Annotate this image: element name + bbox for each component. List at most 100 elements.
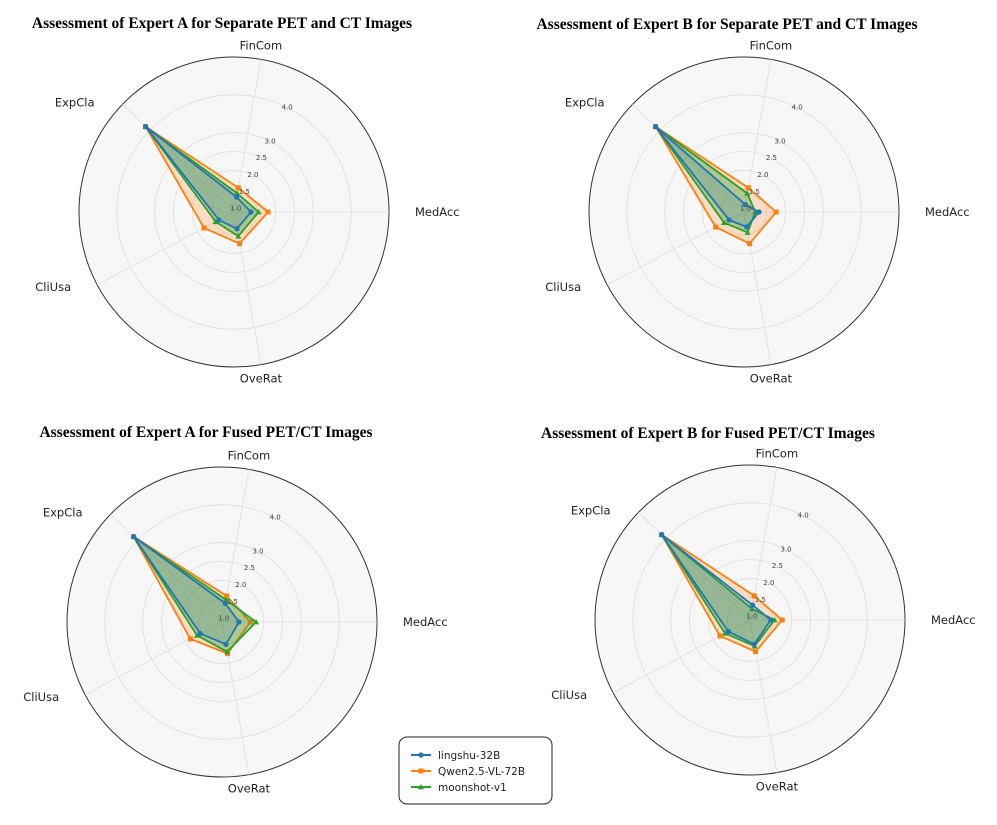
axis-spoke (110, 514, 223, 623)
point-lingshu-32b-fincom (742, 201, 748, 208)
legend-label: lingshu-32B (438, 750, 500, 762)
point-qwen2-5-vl-72b-overat (237, 241, 243, 247)
point-lingshu-32b-fincom (750, 602, 756, 608)
axis-spoke (96, 211, 235, 286)
axis-label-medacc: MedAcc (925, 205, 970, 219)
point-qwen2-5-vl-72b-overat (747, 241, 753, 247)
point-qwen2-5-vl-72b-cliusa (201, 225, 207, 231)
tick-label: 1.0 (218, 615, 229, 623)
tick-label: 2.5 (772, 562, 783, 570)
point-qwen2-5-vl-72b-medacc (265, 209, 271, 215)
radar-chart-3: 1.0 1.5 2.0 2.5 3.0 4.0 FinCom MedAcc OveRat CliU… (551, 446, 975, 793)
point-lingshu-32b-fincom (234, 194, 240, 200)
point-moonshot-v1-fincom (222, 596, 229, 603)
chart-title-3: Assessment of Expert B for Fused PET/CT … (541, 425, 875, 442)
axis-label-fincom: FinCom (750, 38, 793, 52)
axis-spoke (221, 621, 250, 775)
tick-label: 1.5 (227, 598, 238, 606)
tick-label: 2.5 (256, 154, 267, 162)
axis-label-overat: OveRat (240, 372, 283, 386)
series-lingshu-32b (654, 125, 761, 228)
legend-entry-lingshu-32b: lingshu-32B (411, 750, 500, 762)
point-moonshot-v1-cliusa (721, 630, 728, 636)
tick-label: 1.5 (749, 188, 760, 196)
point-lingshu-32b-medacc (236, 619, 242, 625)
axis-label-cliusa: CliUsa (35, 280, 71, 294)
tick-label: 2.0 (763, 579, 774, 587)
point-lingshu-32b-overat (234, 226, 240, 232)
tick-label: 3.0 (264, 137, 275, 145)
tick-label: 1.0 (746, 613, 757, 621)
axis-label-overat: OveRat (228, 782, 271, 796)
point-lingshu-32b-medacc (768, 617, 774, 623)
point-moonshot-v1-cliusa (720, 219, 727, 226)
point-lingshu-32b-medacc (756, 209, 762, 215)
axis-label-medacc: MedAcc (415, 205, 460, 219)
axis-label-cliusa: CliUsa (551, 688, 587, 702)
point-qwen2-5-vl-72b-fincom (751, 593, 757, 599)
axis-label-fincom: FinCom (756, 446, 799, 460)
point-moonshot-v1-fincom (744, 190, 751, 196)
point-lingshu-32b-cliusa (216, 217, 222, 223)
legend-box (398, 736, 553, 805)
point-moonshot-v1-fincom (748, 605, 755, 612)
chart-title-2: Assessment of Expert A for Fused PET/CT … (39, 424, 372, 441)
series-qwen2-5-vl-72b (660, 533, 784, 653)
axis-label-expcla: ExpCla (43, 505, 83, 519)
legend-label: moonshot-v1 (438, 782, 507, 794)
axis-label-fincom: FinCom (228, 448, 271, 462)
tick-label: 1.5 (755, 596, 766, 604)
legend-entry-qwen2-5-vl-72b: Qwen2.5-VL-72B (411, 766, 525, 778)
point-moonshot-v1-overat (744, 229, 751, 235)
tick-label: 2.0 (235, 581, 246, 589)
tick-label: 4.0 (282, 104, 293, 112)
point-moonshot-v1-cliusa (193, 632, 200, 638)
point-lingshu-32b-expcla (143, 124, 149, 130)
point-qwen2-5-vl-72b-fincom (745, 185, 751, 191)
point-lingshu-32b-medacc (248, 209, 254, 215)
tick-label: 2.0 (757, 171, 768, 179)
tick-label: 2.0 (247, 171, 258, 179)
axis-spoke (122, 104, 235, 213)
point-lingshu-32b-expcla (653, 124, 659, 130)
legend-marker (418, 768, 424, 774)
point-lingshu-32b-overat (751, 641, 757, 647)
axis-label-expcla: ExpCla (571, 503, 611, 517)
point-lingshu-32b-overat (223, 641, 229, 647)
tick-label: 2.5 (244, 564, 255, 572)
legend-marker (418, 784, 424, 790)
series-lingshu-32b (660, 533, 772, 646)
tick-label: 4.0 (792, 104, 803, 112)
axis-spoke (638, 512, 751, 621)
point-qwen2-5-vl-72b-fincom (224, 593, 230, 599)
axis-label-cliusa: CliUsa (545, 280, 581, 294)
point-qwen2-5-vl-72b-cliusa (187, 636, 193, 642)
axis-label-medacc: MedAcc (931, 613, 976, 627)
point-moonshot-v1-medacc (255, 209, 262, 215)
legend: lingshu-32B Qwen2.5-VL-72B moonshot-v1 (398, 736, 553, 805)
point-qwen2-5-vl-72b-overat (753, 649, 759, 655)
radar-chart-1: 1.0 1.5 2.0 2.5 3.0 4.0 FinCom MedAcc OveRat CliU… (545, 38, 969, 385)
tick-label: 4.0 (270, 514, 281, 522)
axis-spoke (743, 211, 772, 365)
tick-label: 2.5 (766, 154, 777, 162)
point-lingshu-32b-overat (744, 224, 750, 230)
chart-title-0: Assessment of Expert A for Separate PET … (32, 15, 412, 32)
point-qwen2-5-vl-72b-medacc (247, 619, 253, 625)
point-lingshu-32b-cliusa (726, 217, 732, 223)
radar-chart-2: 1.0 1.5 2.0 2.5 3.0 4.0 FinCom MedAcc OveRat CliU… (23, 448, 447, 795)
tick-label: 1.5 (239, 188, 250, 196)
axis-label-overat: OveRat (750, 372, 793, 386)
axis-spoke (606, 211, 745, 286)
tick-label: 3.0 (780, 545, 791, 553)
radar-chart-0: 1.0 1.5 2.0 2.5 3.0 4.0 FinCom MedAcc OveRat CliU… (35, 38, 459, 385)
tick-label: 1.0 (230, 205, 241, 213)
legend-label: Qwen2.5-VL-72B (438, 766, 525, 778)
tick-label: 4.0 (798, 512, 809, 520)
point-moonshot-v1-overat (224, 648, 231, 655)
axis-label-fincom: FinCom (240, 38, 283, 52)
series-lingshu-32b (132, 535, 240, 646)
point-moonshot-v1-fincom (234, 190, 241, 196)
point-moonshot-v1-overat (235, 233, 242, 239)
